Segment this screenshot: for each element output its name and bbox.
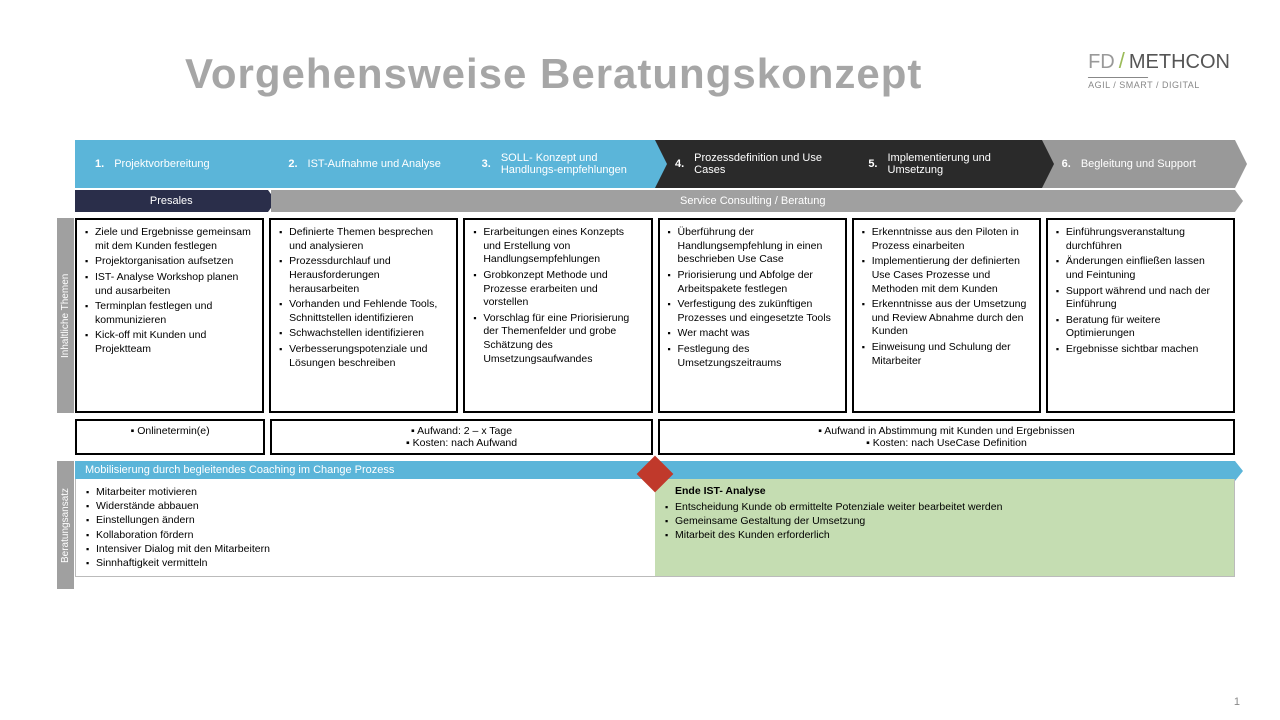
coaching-item: Einstellungen ändern bbox=[86, 513, 645, 527]
theme-item: Ziele und Ergebnisse gemeinsam mit dem K… bbox=[85, 226, 254, 253]
theme-item: Kick-off mit Kunden und Projektteam bbox=[85, 329, 254, 356]
ende-title: Ende IST- Analyse bbox=[665, 485, 1224, 497]
effort-3b: ▪ Kosten: nach UseCase Definition bbox=[668, 437, 1225, 449]
theme-item: Festlegung des Umsetzungszeitraums bbox=[668, 343, 837, 370]
theme-item: Terminplan festlegen und kommunizieren bbox=[85, 300, 254, 327]
effort-box-1: ▪ Onlinetermin(e) bbox=[75, 419, 265, 455]
effort-box-2: ▪ Aufwand: 2 – x Tage ▪ Kosten: nach Auf… bbox=[270, 419, 653, 455]
theme-item: Definierte Themen besprechen und analysi… bbox=[279, 226, 448, 253]
theme-box-5: Erkenntnisse aus den Piloten in Prozess … bbox=[852, 218, 1041, 413]
coaching-item: Mitarbeiter motivieren bbox=[86, 485, 645, 499]
brand-logo: FD / METHCON AGIL / SMART / DIGITAL bbox=[1088, 48, 1230, 90]
logo-slash-icon: / bbox=[1119, 48, 1125, 74]
theme-item: Erkenntnisse aus der Umsetzung und Revie… bbox=[862, 298, 1031, 339]
logo-fd: FD bbox=[1088, 51, 1115, 74]
theme-box-3: Erarbeitungen eines Konzepts und Erstell… bbox=[463, 218, 652, 413]
phase-service: Service Consulting / Beratung bbox=[271, 190, 1235, 212]
chevron-6: 6.Begleitung und Support bbox=[1042, 140, 1235, 188]
themes-row: Ziele und Ergebnisse gemeinsam mit dem K… bbox=[75, 218, 1235, 413]
coaching-item: Intensiver Dialog mit den Mitarbeitern bbox=[86, 542, 645, 556]
theme-item: Beratung für weitere Optimierungen bbox=[1056, 314, 1225, 341]
bottom-right-box: Ende IST- Analyse Entscheidung Kunde ob … bbox=[655, 479, 1234, 576]
page-number: 1 bbox=[1234, 696, 1240, 708]
page-title: Vorgehensweise Beratungskonzept bbox=[185, 50, 922, 98]
theme-item: Verfestigung des zukünftigen Prozesses u… bbox=[668, 298, 837, 325]
effort-2a: ▪ Aufwand: 2 – x Tage bbox=[280, 425, 643, 437]
effort-3a: ▪ Aufwand in Abstimmung mit Kunden und E… bbox=[668, 425, 1225, 437]
effort-2b: ▪ Kosten: nach Aufwand bbox=[280, 437, 643, 449]
phase-chevrons: 1.Projektvorbereitung2.IST-Aufnahme und … bbox=[75, 140, 1235, 188]
theme-item: Vorhanden und Fehlende Tools, Schnittste… bbox=[279, 298, 448, 325]
theme-item: Schwachstellen identifizieren bbox=[279, 327, 448, 341]
side-label-beratung: Beratungsansatz bbox=[57, 461, 74, 589]
chevron-4: 4.Prozessdefinition und Use Cases bbox=[655, 140, 848, 188]
theme-item: Einweisung und Schulung der Mitarbeiter bbox=[862, 341, 1031, 368]
theme-item: IST- Analyse Workshop planen und ausarbe… bbox=[85, 271, 254, 298]
theme-item: Erkenntnisse aus den Piloten in Prozess … bbox=[862, 226, 1031, 253]
decision-item: Entscheidung Kunde ob ermittelte Potenzi… bbox=[665, 500, 1224, 514]
theme-item: Einführungsveranstaltung durchführen bbox=[1056, 226, 1225, 253]
theme-item: Projektorganisation aufsetzen bbox=[85, 255, 254, 269]
theme-item: Ergebnisse sichtbar machen bbox=[1056, 343, 1225, 357]
theme-item: Implementierung der definierten Use Case… bbox=[862, 255, 1031, 296]
chevron-2: 2.IST-Aufnahme und Analyse bbox=[268, 140, 461, 188]
theme-item: Überführung der Handlungsempfehlung in e… bbox=[668, 226, 837, 267]
effort-box-3: ▪ Aufwand in Abstimmung mit Kunden und E… bbox=[658, 419, 1235, 455]
theme-item: Wer macht was bbox=[668, 327, 837, 341]
chevron-5: 5.Implementierung und Umsetzung bbox=[848, 140, 1041, 188]
theme-item: Support während und nach der Einführung bbox=[1056, 285, 1225, 312]
chevron-1: 1.Projektvorbereitung bbox=[75, 140, 268, 188]
theme-item: Priorisierung und Abfolge der Arbeitspak… bbox=[668, 269, 837, 296]
theme-item: Verbesserungspotenziale und Lösungen bes… bbox=[279, 343, 448, 370]
bottom-split: Mitarbeiter motivierenWiderstände abbaue… bbox=[75, 479, 1235, 577]
theme-item: Erarbeitungen eines Konzepts und Erstell… bbox=[473, 226, 642, 267]
coaching-item: Widerstände abbauen bbox=[86, 499, 645, 513]
theme-item: Änderungen einfließen lassen und Feintun… bbox=[1056, 255, 1225, 282]
theme-box-6: Einführungsveranstaltung durchführenÄnde… bbox=[1046, 218, 1235, 413]
theme-item: Vorschlag für eine Priorisierung der The… bbox=[473, 312, 642, 367]
side-label-themes: Inhaltliche Themen bbox=[57, 218, 74, 413]
logo-tagline: AGIL / SMART / DIGITAL bbox=[1088, 80, 1230, 90]
decision-item: Gemeinsame Gestaltung der Umsetzung bbox=[665, 514, 1224, 528]
theme-box-2: Definierte Themen besprechen und analysi… bbox=[269, 218, 458, 413]
decision-item: Mitarbeit des Kunden erforderlich bbox=[665, 528, 1224, 542]
bottom-left-box: Mitarbeiter motivierenWiderstände abbaue… bbox=[76, 479, 655, 576]
theme-box-1: Ziele und Ergebnisse gemeinsam mit dem K… bbox=[75, 218, 264, 413]
logo-meth: METHCON bbox=[1129, 51, 1230, 74]
chevron-3: 3.SOLL- Konzept und Handlungs-empfehlung… bbox=[462, 140, 655, 188]
theme-box-4: Überführung der Handlungsempfehlung in e… bbox=[658, 218, 847, 413]
coaching-item: Sinnhaftigkeit vermitteln bbox=[86, 556, 645, 570]
theme-item: Prozessdurchlauf und Herausforderungen h… bbox=[279, 255, 448, 296]
effort-row: ▪ Onlinetermin(e) ▪ Aufwand: 2 – x Tage … bbox=[75, 419, 1235, 455]
theme-item: Grobkonzept Methode und Prozesse erarbei… bbox=[473, 269, 642, 310]
phase-presales: Presales bbox=[75, 190, 268, 212]
coaching-item: Kollaboration fördern bbox=[86, 528, 645, 542]
phase-bar: Presales Service Consulting / Beratung bbox=[75, 190, 1235, 212]
